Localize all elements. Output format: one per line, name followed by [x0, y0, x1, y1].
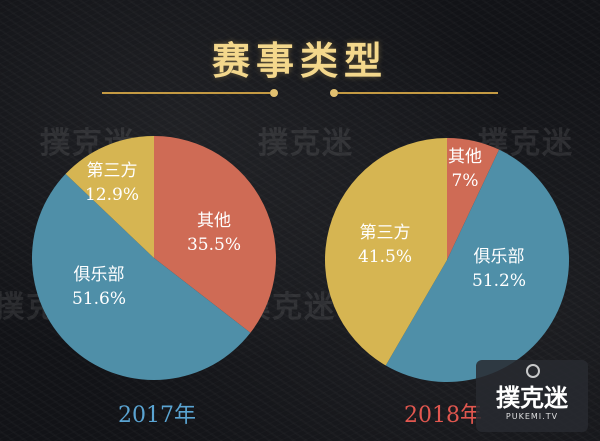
pie-2017-slice-other	[154, 136, 276, 333]
year-label-2017: 2017年	[118, 403, 196, 428]
title-divider-left	[102, 92, 270, 94]
pie-2018-slice-club	[385, 149, 569, 382]
divider-dot	[330, 89, 338, 97]
pie-2017-label-third-party: 第三方	[87, 161, 138, 181]
watermark: 撲克迷	[258, 126, 354, 161]
divider-dot	[270, 89, 278, 97]
pie-2018-value-other: 7%	[452, 171, 479, 191]
year-label-2018: 2018年	[404, 403, 482, 428]
logo-site-text: PUKEMI.TV	[505, 412, 559, 421]
page-title: 赛事类型	[211, 38, 388, 83]
pie-2018-label-third-party: 第三方	[360, 223, 411, 243]
pie-2017-value-other: 35.5%	[187, 235, 241, 255]
pie-2017-value-third-party: 12.9%	[85, 185, 139, 205]
pie-2017-slice-third-party	[65, 136, 154, 258]
brand-logo: 撲克迷 PUKEMI.TV	[476, 360, 588, 432]
title-divider-right	[338, 92, 498, 94]
pie-2018-label-club: 俱乐部	[474, 247, 525, 267]
pie-2017-slice-club	[31, 173, 251, 381]
logo-brand-text: 撲克迷	[496, 384, 568, 412]
pie-2018-value-third-party: 41.5%	[358, 247, 412, 267]
pie-2018-slice-other	[447, 138, 500, 260]
pie-2017-value-club: 51.6%	[72, 289, 126, 309]
pie-2017-label-other: 其他	[197, 211, 231, 231]
pie-2017-label-club: 俱乐部	[74, 265, 125, 285]
pie-2018-slice-third-party	[324, 138, 447, 366]
logo-ring-icon	[526, 364, 540, 378]
pie-2018-label-other: 其他	[448, 147, 482, 167]
pie-2018-value-club: 51.2%	[472, 271, 526, 291]
